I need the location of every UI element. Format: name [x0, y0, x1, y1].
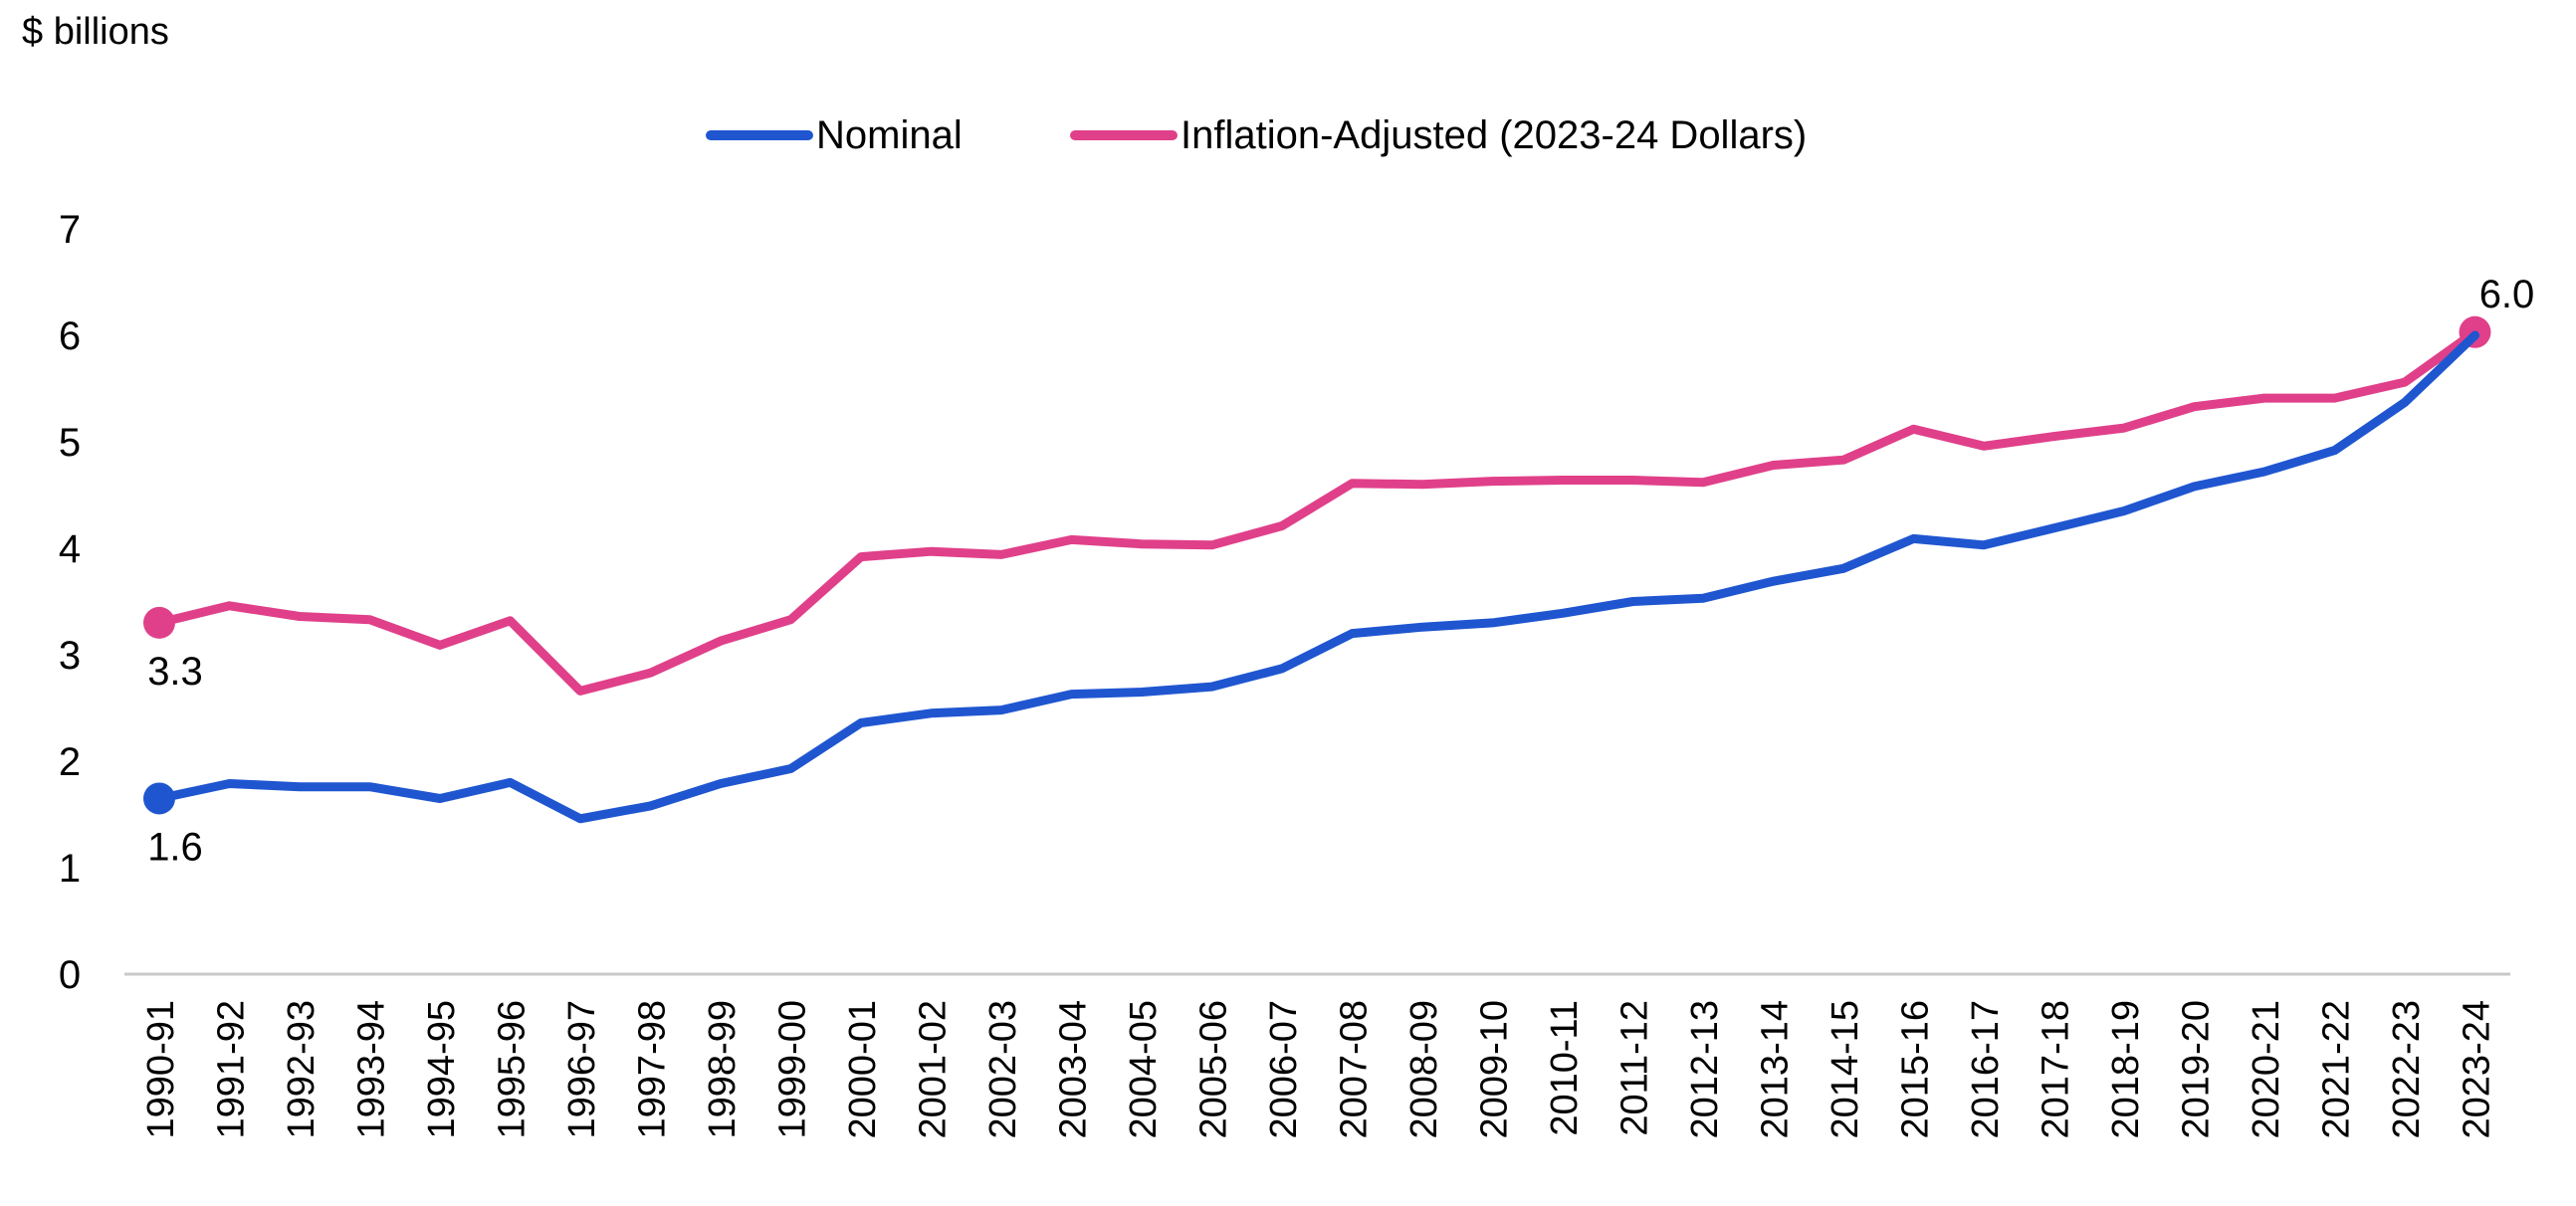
x-tick-label: 1996-97 — [561, 1000, 603, 1138]
x-tick-label: 2003-04 — [1053, 1000, 1095, 1138]
y-axis-title: $ billions — [22, 11, 169, 53]
x-tick-label: 1998-99 — [702, 1000, 744, 1138]
legend: Nominal Inflation-Adjusted (2023-24 Doll… — [706, 113, 1807, 157]
x-tick-label: 1999-00 — [772, 1000, 814, 1138]
x-tick-label: 2023-24 — [2457, 1000, 2498, 1138]
x-tick-label: 2001-02 — [913, 1000, 955, 1138]
data-point-nominal — [143, 782, 175, 815]
x-tick-label: 2016-17 — [1965, 1000, 2007, 1138]
x-tick-label: 1993-94 — [351, 1000, 393, 1138]
x-axis-ticks: 1990-91 1991-92 1992-93 1993-94 1994-95 1995-… — [140, 1000, 2498, 1138]
x-tick-label: 2002-03 — [982, 1000, 1024, 1138]
x-tick-label: 2012-13 — [1684, 1000, 1726, 1138]
y-tick-label: 6 — [59, 314, 81, 358]
y-tick-label: 2 — [59, 740, 81, 784]
x-tick-label: 1991-92 — [211, 1000, 253, 1138]
x-tick-label: 2015-16 — [1895, 1000, 1937, 1138]
x-tick-label: 2004-05 — [1123, 1000, 1165, 1138]
y-tick-label: 1 — [59, 847, 81, 891]
y-tick-label: 0 — [59, 953, 81, 997]
series-line-inflation-adjusted — [154, 327, 2479, 696]
series-layer — [143, 315, 2491, 824]
x-tick-label: 2019-20 — [2176, 1000, 2218, 1138]
y-tick-label: 5 — [59, 421, 81, 465]
x-tick-label: 2022-23 — [2386, 1000, 2428, 1138]
x-tick-label: 2005-06 — [1193, 1000, 1235, 1138]
x-tick-label: 2017-18 — [2036, 1000, 2077, 1138]
x-tick-label: 2007-08 — [1334, 1000, 1376, 1138]
x-tick-label: 2020-21 — [2246, 1000, 2287, 1138]
x-tick-label: 1990-91 — [140, 1000, 182, 1138]
x-tick-label: 2000-01 — [842, 1000, 884, 1138]
x-tick-label: 2013-14 — [1755, 1000, 1797, 1138]
x-tick-label: 2018-19 — [2105, 1000, 2147, 1138]
x-tick-label: 2010-11 — [1544, 1000, 1586, 1136]
x-tick-label: 2014-15 — [1825, 1000, 1866, 1138]
y-tick-label: 7 — [59, 208, 81, 252]
x-tick-label: 1992-93 — [281, 1000, 322, 1138]
x-tick-label: 1994-95 — [421, 1000, 463, 1138]
y-axis-ticks: 0 1 2 3 4 5 6 7 — [59, 208, 81, 997]
data-label-inflation-adjusted: 3.3 — [147, 650, 203, 694]
x-tick-label: 2008-09 — [1403, 1000, 1445, 1138]
series-line-nominal — [154, 330, 2479, 824]
x-tick-label: 2021-22 — [2316, 1000, 2358, 1138]
x-tick-label: 2011-12 — [1614, 1000, 1656, 1136]
legend-label-inflation-adjusted: Inflation-Adjusted (2023-24 Dollars) — [1181, 113, 1807, 157]
legend-label-nominal: Nominal — [816, 113, 963, 157]
x-tick-label: 2009-10 — [1474, 1000, 1516, 1138]
x-tick-label: 2006-07 — [1263, 1000, 1305, 1138]
data-label-nominal: 1.6 — [147, 825, 203, 869]
y-tick-label: 3 — [59, 634, 81, 678]
y-tick-label: 4 — [59, 527, 81, 571]
data-label-inflation-adjusted: 6.0 — [2479, 273, 2535, 316]
data-point-inflation-adjusted — [143, 606, 175, 639]
data-labels: 3.3 6.0 1.6 — [147, 273, 2534, 870]
x-tick-label: 1995-96 — [492, 1000, 534, 1138]
x-tick-label: 1997-98 — [632, 1000, 674, 1138]
